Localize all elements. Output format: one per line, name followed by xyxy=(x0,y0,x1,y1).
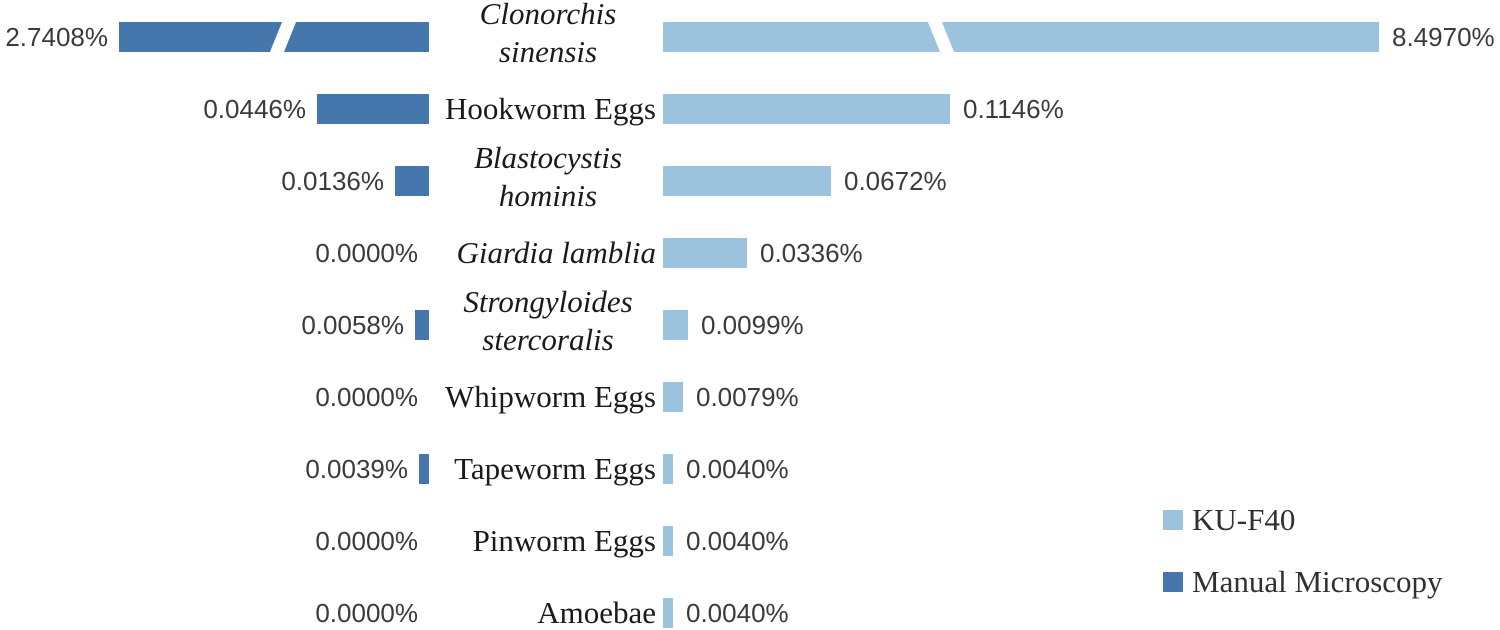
category-label-row-6: Tapeworm Eggs xyxy=(454,451,656,486)
value-label-manual-row-6: 0.0039% xyxy=(305,454,408,484)
legend-item-manual-microscopy: Manual Microscopy xyxy=(1163,565,1443,599)
bar-kuf40-row-4 xyxy=(663,310,688,340)
value-label-kuf40-row-8: 0.0040% xyxy=(686,598,789,628)
legend-label-manual-microscopy: Manual Microscopy xyxy=(1192,564,1443,599)
value-label-manual-row-2: 0.0136% xyxy=(281,166,384,196)
category-label-row-4: Strongyloides stercoralis xyxy=(463,284,633,357)
bar-kuf40-row-1 xyxy=(663,94,950,124)
value-label-kuf40-row-5: 0.0079% xyxy=(696,382,799,412)
bar-manual-microscopy-row-0 xyxy=(119,19,429,55)
category-label-row-5: Whipworm Eggs xyxy=(445,379,656,414)
axis-break-mark-left xyxy=(268,19,298,55)
bar-manual-microscopy-row-6 xyxy=(419,454,429,484)
kuf40-swatch-icon xyxy=(1163,510,1183,530)
bar-kuf40-row-6 xyxy=(663,454,673,484)
value-label-manual-row-3: 0.0000% xyxy=(315,238,418,268)
value-label-manual-row-4: 0.0058% xyxy=(301,310,404,340)
category-label-row-3: Giardia lamblia xyxy=(456,235,656,270)
value-label-manual-row-0: 2.7408% xyxy=(5,22,108,52)
bar-kuf40-row-5 xyxy=(663,382,683,412)
bar-manual-microscopy-row-4 xyxy=(415,310,429,340)
value-label-manual-row-8: 0.0000% xyxy=(315,598,418,628)
value-label-kuf40-row-7: 0.0040% xyxy=(686,526,789,556)
category-label-row-8: Amoebae xyxy=(537,595,656,630)
value-label-kuf40-row-6: 0.0040% xyxy=(686,454,789,484)
manual-microscopy-swatch-icon xyxy=(1163,572,1183,592)
value-label-manual-row-1: 0.0446% xyxy=(203,94,306,124)
value-label-kuf40-row-2: 0.0672% xyxy=(844,166,947,196)
bar-kuf40-row-0 xyxy=(663,19,1379,55)
value-label-kuf40-row-1: 0.1146% xyxy=(963,94,1064,124)
axis-break-mark-right xyxy=(926,19,956,55)
bar-kuf40-row-7 xyxy=(663,526,673,556)
value-label-manual-row-7: 0.0000% xyxy=(315,526,418,556)
legend-item-kuf40: KU-F40 xyxy=(1163,503,1295,537)
value-label-kuf40-row-3: 0.0336% xyxy=(760,238,863,268)
value-label-kuf40-row-4: 0.0099% xyxy=(701,310,804,340)
bar-kuf40-row-2 xyxy=(663,166,831,196)
category-label-row-1: Hookworm Eggs xyxy=(445,91,656,126)
legend-label-kuf40: KU-F40 xyxy=(1192,502,1296,537)
bar-kuf40-row-8 xyxy=(663,598,673,628)
value-label-kuf40-row-0: 8.4970% xyxy=(1392,22,1495,52)
bar-kuf40-row-3 xyxy=(663,238,747,268)
value-label-manual-row-5: 0.0000% xyxy=(315,382,418,412)
bar-manual-microscopy-row-2 xyxy=(395,166,429,196)
category-label-row-0: Clonorchis sinensis xyxy=(479,0,617,69)
category-label-row-2: Blastocystis hominis xyxy=(473,140,623,213)
category-label-row-7: Pinworm Eggs xyxy=(472,523,656,558)
bar-manual-microscopy-row-1 xyxy=(317,94,429,124)
